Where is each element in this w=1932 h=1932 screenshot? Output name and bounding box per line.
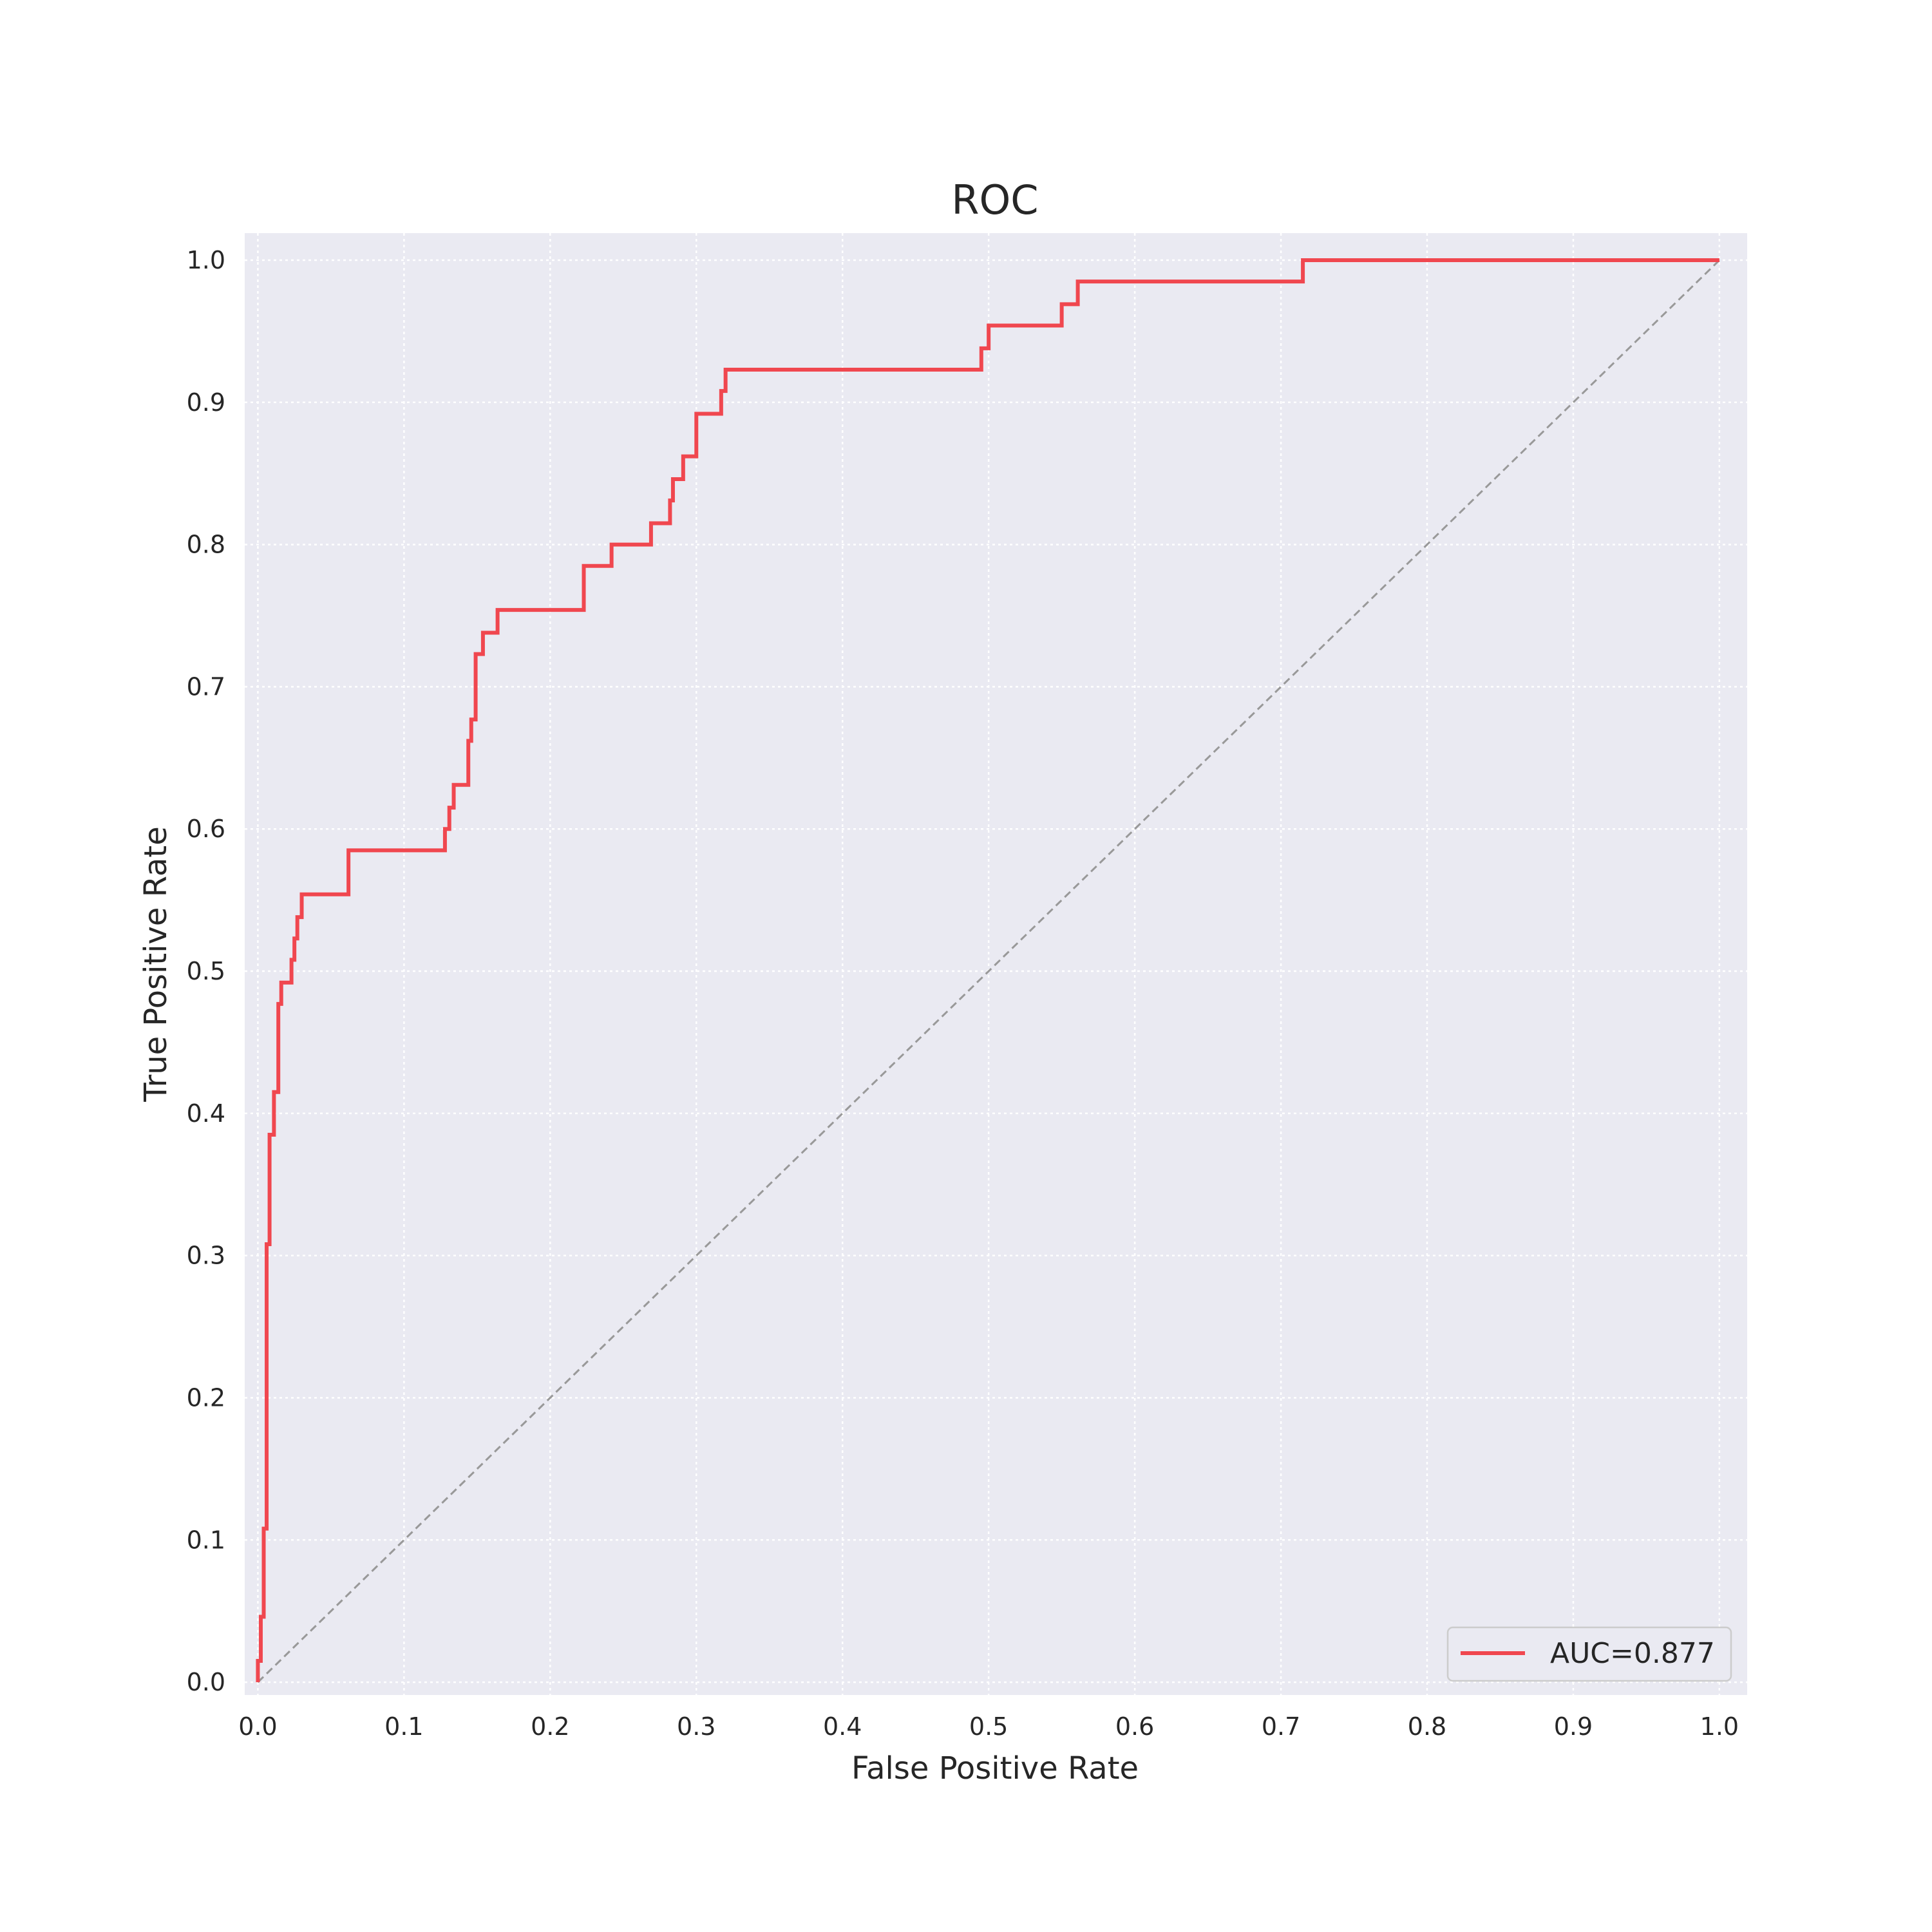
y-tick-label-3: 0.3 — [187, 1242, 225, 1270]
y-tick-label-9: 0.9 — [187, 388, 225, 417]
y-tick-label-10: 1.0 — [187, 246, 225, 274]
legend: AUC=0.877 — [1446, 1626, 1732, 1682]
x-tick-label-2: 0.2 — [531, 1712, 569, 1741]
x-tick-label-1: 0.1 — [384, 1712, 423, 1741]
legend-box — [1446, 1626, 1732, 1682]
x-tick-label-6: 0.6 — [1115, 1712, 1154, 1741]
y-axis-label: True Positive Rate — [138, 826, 174, 1103]
x-tick-label-7: 0.7 — [1262, 1712, 1300, 1741]
diagonal-reference-line — [257, 259, 1720, 1683]
x-tick-label-8: 0.8 — [1408, 1712, 1446, 1741]
x-tick-label-5: 0.5 — [969, 1712, 1008, 1741]
y-tick-label-5: 0.5 — [187, 957, 225, 985]
x-tick-label-9: 0.9 — [1554, 1712, 1593, 1741]
y-tick-label-0: 0.0 — [187, 1668, 225, 1696]
series-layer — [256, 258, 1720, 1683]
x-tick-label-10: 1.0 — [1700, 1712, 1739, 1741]
y-ticks: 0.0 0.1 0.2 0.3 0.4 0.5 0.6 0.7 0.8 0.9 1.0 — [187, 246, 225, 1696]
x-ticks: 0.0 0.1 0.2 0.3 0.4 0.5 0.6 0.7 0.8 0.9 1.0 — [238, 1712, 1739, 1741]
y-tick-label-4: 0.4 — [187, 1099, 225, 1128]
y-tick-label-1: 0.1 — [187, 1526, 225, 1554]
x-axis-label: False Positive Rate — [851, 1750, 1139, 1786]
x-tick-label-4: 0.4 — [823, 1712, 862, 1741]
chart-title: ROC — [951, 176, 1038, 223]
legend-label-roc: AUC=0.877 — [1550, 1637, 1715, 1670]
roc-curve-line — [256, 258, 1719, 1683]
grid — [245, 233, 1747, 1695]
x-tick-label-3: 0.3 — [677, 1712, 715, 1741]
y-tick-label-7: 0.7 — [187, 672, 225, 701]
y-tick-label-2: 0.2 — [187, 1383, 225, 1412]
x-tick-label-0: 0.0 — [238, 1712, 277, 1741]
y-tick-label-8: 0.8 — [187, 531, 225, 559]
y-tick-label-6: 0.6 — [187, 815, 225, 843]
